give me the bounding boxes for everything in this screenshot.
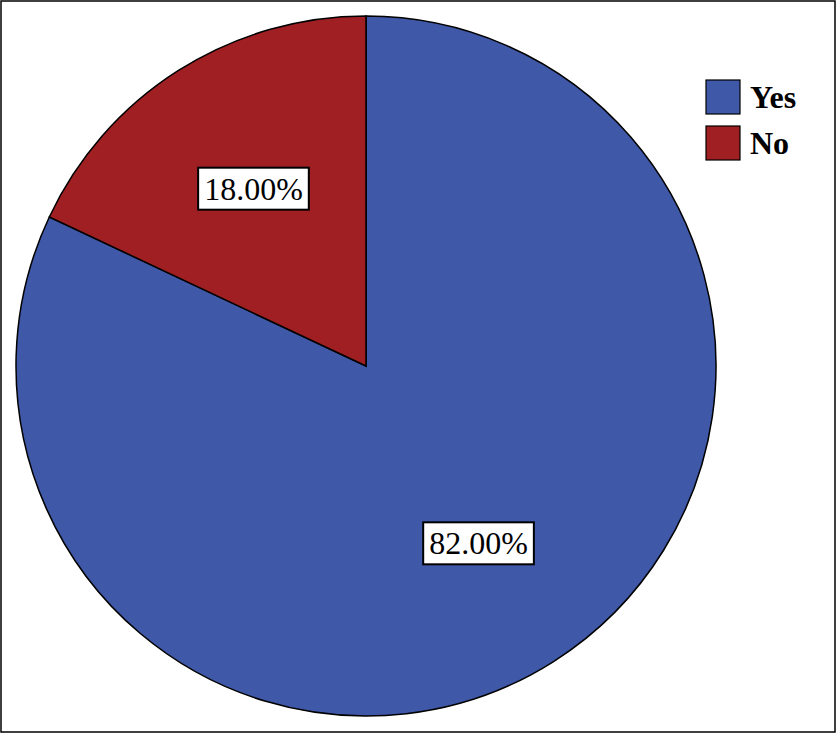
legend-item: Yes xyxy=(706,79,796,115)
legend-swatch xyxy=(706,80,740,114)
legend-swatch xyxy=(706,126,740,160)
data-label: 18.00% xyxy=(204,171,303,207)
data-label-box xyxy=(423,522,534,564)
data-label-box xyxy=(198,168,309,210)
data-labels: 82.00% 18.00% xyxy=(198,168,534,565)
pie xyxy=(16,16,716,716)
chart: 82.00% 18.00% Yes No xyxy=(0,0,836,733)
legend-label: Yes xyxy=(750,79,796,115)
data-label-group: 82.00% xyxy=(423,522,534,564)
data-label: 82.00% xyxy=(429,525,528,561)
data-label-group: 18.00% xyxy=(198,168,309,210)
slice xyxy=(16,16,716,716)
legend-label: No xyxy=(750,125,789,161)
legend: Yes No xyxy=(706,79,796,161)
slice xyxy=(49,16,366,366)
frame xyxy=(1,1,835,732)
legend-item: No xyxy=(706,125,789,161)
